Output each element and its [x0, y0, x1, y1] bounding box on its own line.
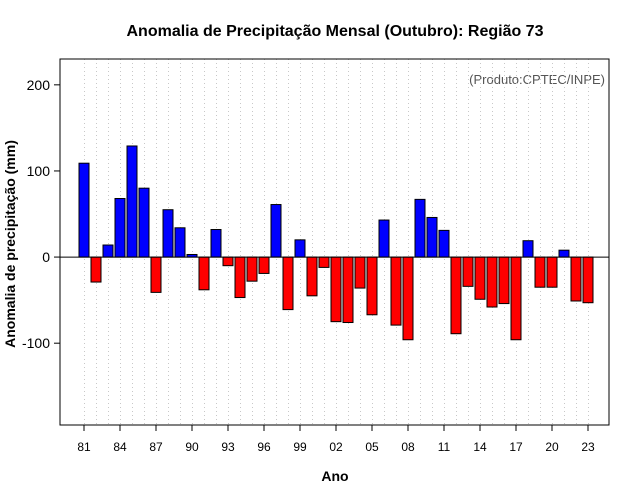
bar-85 [126, 145, 138, 258]
y-axis-label: Anomalia de precipitação (mm) [2, 140, 18, 348]
bar-84 [114, 198, 126, 258]
x-tick-label: 14 [473, 440, 487, 454]
bar-10 [426, 216, 438, 258]
bar-01 [318, 256, 330, 268]
plot-frame [59, 58, 610, 426]
x-tick-label: 20 [545, 440, 559, 454]
x-tick-label: 08 [401, 440, 415, 454]
bar-94 [234, 256, 246, 299]
bar-09 [414, 198, 426, 258]
bar-18 [522, 240, 534, 258]
x-tick-label: 17 [509, 440, 523, 454]
x-tick-label: 23 [581, 440, 595, 454]
bar-23 [582, 256, 594, 304]
bar-17 [510, 256, 522, 341]
x-tick-label: 99 [293, 440, 307, 454]
bar-96 [258, 256, 270, 274]
bar-00 [306, 256, 318, 297]
bar-04 [354, 256, 366, 289]
bar-13 [462, 256, 474, 287]
y-tick-label: -100 [22, 335, 50, 351]
y-axis: -100 0 100 200 [22, 77, 60, 351]
bar-11 [438, 229, 450, 258]
x-tick-label: 90 [185, 440, 199, 454]
bar-89 [174, 227, 186, 258]
bar-93 [222, 256, 234, 267]
bar-16 [498, 256, 510, 305]
bar-81 [78, 162, 90, 258]
bar-19 [534, 256, 546, 288]
bar-88 [162, 209, 174, 258]
bar-95 [246, 256, 258, 282]
grid-lines [84, 59, 589, 425]
chart-credit: (Produto:CPTEC/INPE) [469, 72, 605, 87]
bar-86 [138, 187, 150, 258]
x-tick-label: 96 [257, 440, 271, 454]
bar-98 [282, 256, 294, 311]
bar-07 [390, 256, 402, 326]
x-tick-label: 93 [221, 440, 235, 454]
bar-06 [378, 219, 390, 258]
bar-83 [102, 244, 114, 258]
y-tick-label: 0 [42, 249, 50, 265]
x-tick-label: 11 [438, 440, 451, 454]
y-tick-label: 100 [27, 163, 51, 179]
bar-92 [210, 229, 222, 258]
bars [78, 145, 594, 341]
y-tick-label: 200 [27, 77, 51, 93]
bar-20 [546, 256, 558, 288]
x-tick-label: 02 [329, 440, 343, 454]
x-tick-label: 81 [77, 440, 91, 454]
bar-12 [450, 256, 462, 335]
bar-87 [150, 256, 162, 293]
bar-82 [90, 256, 102, 283]
bar-05 [366, 256, 378, 316]
bar-08 [402, 256, 414, 341]
bar-99 [294, 239, 306, 258]
bar-14 [474, 256, 486, 300]
chart-title: Anomalia de Precipitação Mensal (Outubro… [127, 23, 544, 40]
bar-02 [330, 256, 342, 323]
x-axis: 81 84 87 90 93 96 99 02 05 08 11 14 17 20 23 [77, 425, 595, 454]
bar-03 [342, 256, 354, 324]
bar-97 [270, 204, 282, 258]
bar-22 [570, 256, 582, 302]
bar-21 [558, 249, 570, 258]
x-axis-label: Ano [321, 468, 348, 484]
bar-15 [486, 256, 498, 308]
x-tick-label: 87 [149, 440, 163, 454]
x-tick-label: 84 [113, 440, 127, 454]
bar-91 [198, 256, 210, 291]
x-tick-label: 05 [365, 440, 379, 454]
